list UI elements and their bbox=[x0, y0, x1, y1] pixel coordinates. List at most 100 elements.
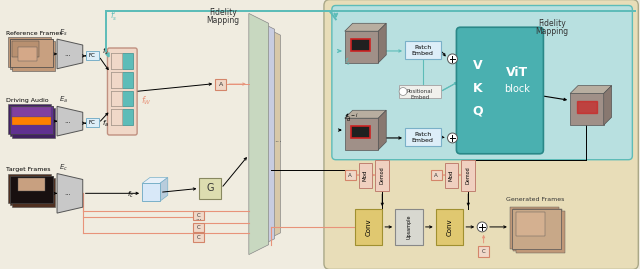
Text: Mod: Mod bbox=[449, 170, 454, 181]
Text: Generated Frames: Generated Frames bbox=[506, 197, 564, 202]
Text: $f_W$: $f_W$ bbox=[141, 94, 152, 107]
Text: $f_c$: $f_c$ bbox=[127, 190, 134, 200]
Bar bbox=[478, 246, 489, 257]
Bar bbox=[10, 39, 53, 67]
Text: Demod: Demod bbox=[380, 167, 385, 185]
Text: K: K bbox=[474, 82, 483, 95]
Bar bbox=[111, 53, 122, 69]
Bar bbox=[345, 118, 378, 150]
Bar bbox=[10, 39, 53, 69]
Text: Upsample: Upsample bbox=[406, 215, 412, 239]
Text: G: G bbox=[207, 183, 214, 193]
Polygon shape bbox=[604, 86, 612, 125]
Text: Embed: Embed bbox=[410, 95, 429, 100]
Bar bbox=[86, 118, 99, 127]
Bar bbox=[513, 209, 562, 251]
Bar bbox=[570, 93, 604, 125]
Text: ...: ... bbox=[65, 190, 71, 196]
Text: Q: Q bbox=[473, 105, 483, 118]
FancyBboxPatch shape bbox=[456, 27, 543, 154]
Bar bbox=[142, 183, 160, 201]
Text: Fidelity: Fidelity bbox=[209, 8, 237, 17]
Text: $f_s^i$: $f_s^i$ bbox=[111, 8, 118, 23]
Text: Demod: Demod bbox=[466, 167, 471, 185]
Polygon shape bbox=[378, 110, 386, 150]
Text: Driving Audio: Driving Audio bbox=[6, 98, 48, 103]
Text: $E_a$: $E_a$ bbox=[59, 95, 68, 105]
Text: C: C bbox=[197, 225, 201, 230]
Bar bbox=[516, 212, 545, 236]
Text: V: V bbox=[474, 59, 483, 72]
Bar bbox=[8, 37, 51, 67]
Text: Mapping: Mapping bbox=[536, 27, 569, 36]
Bar bbox=[111, 72, 122, 87]
Polygon shape bbox=[160, 178, 168, 201]
Bar bbox=[461, 160, 476, 191]
Bar bbox=[215, 79, 226, 90]
Bar bbox=[399, 84, 440, 98]
Bar bbox=[351, 126, 371, 138]
Bar bbox=[193, 223, 204, 232]
Text: $E_s$: $E_s$ bbox=[59, 28, 68, 38]
Bar bbox=[200, 178, 221, 199]
Bar bbox=[8, 174, 51, 203]
Polygon shape bbox=[255, 19, 275, 249]
Text: ...: ... bbox=[196, 215, 202, 221]
Text: A: A bbox=[218, 82, 223, 87]
Text: ...: ... bbox=[275, 135, 282, 144]
Text: FC: FC bbox=[89, 120, 95, 125]
Polygon shape bbox=[378, 23, 386, 63]
Bar bbox=[10, 106, 53, 134]
Text: C: C bbox=[482, 249, 486, 254]
Text: Mapping: Mapping bbox=[207, 16, 240, 25]
Bar bbox=[12, 41, 55, 71]
Circle shape bbox=[477, 222, 487, 232]
Polygon shape bbox=[260, 25, 280, 243]
Bar bbox=[193, 233, 204, 242]
Bar bbox=[355, 209, 382, 245]
Bar bbox=[345, 169, 356, 180]
Bar bbox=[12, 117, 51, 125]
FancyBboxPatch shape bbox=[332, 5, 632, 160]
Text: ...: ... bbox=[65, 51, 71, 57]
Circle shape bbox=[447, 133, 458, 143]
Polygon shape bbox=[57, 174, 83, 213]
Bar bbox=[431, 169, 442, 180]
Text: Embed: Embed bbox=[412, 51, 434, 56]
Bar bbox=[86, 51, 99, 60]
Bar bbox=[405, 41, 440, 59]
Text: Conv: Conv bbox=[365, 218, 371, 236]
Text: A: A bbox=[348, 172, 352, 178]
Circle shape bbox=[447, 54, 458, 64]
Text: $f_d^{L-i}$: $f_d^{L-i}$ bbox=[344, 112, 359, 125]
Bar bbox=[12, 108, 55, 138]
Polygon shape bbox=[345, 23, 386, 31]
Bar bbox=[111, 90, 122, 106]
Text: $f_s^i$: $f_s^i$ bbox=[344, 56, 351, 69]
Text: Fidelity: Fidelity bbox=[538, 19, 566, 28]
Bar bbox=[111, 53, 133, 69]
Text: C: C bbox=[197, 213, 201, 218]
Text: Conv: Conv bbox=[447, 218, 452, 236]
Bar bbox=[12, 107, 51, 117]
Bar bbox=[516, 211, 565, 253]
Polygon shape bbox=[142, 178, 168, 183]
Bar bbox=[351, 39, 371, 51]
Polygon shape bbox=[57, 39, 83, 69]
Text: $f_s$: $f_s$ bbox=[102, 47, 108, 57]
Bar bbox=[345, 31, 378, 63]
Bar bbox=[193, 211, 204, 220]
Polygon shape bbox=[57, 106, 83, 136]
Circle shape bbox=[399, 87, 407, 95]
Polygon shape bbox=[345, 110, 386, 118]
Text: ...: ... bbox=[65, 118, 71, 124]
Bar bbox=[17, 47, 37, 61]
Text: block: block bbox=[504, 84, 530, 94]
Bar bbox=[111, 109, 122, 125]
Bar bbox=[10, 176, 53, 203]
Text: A: A bbox=[435, 172, 438, 178]
Text: ViT: ViT bbox=[506, 66, 528, 79]
Bar bbox=[111, 109, 133, 125]
Bar bbox=[111, 90, 133, 106]
Bar bbox=[12, 41, 39, 57]
